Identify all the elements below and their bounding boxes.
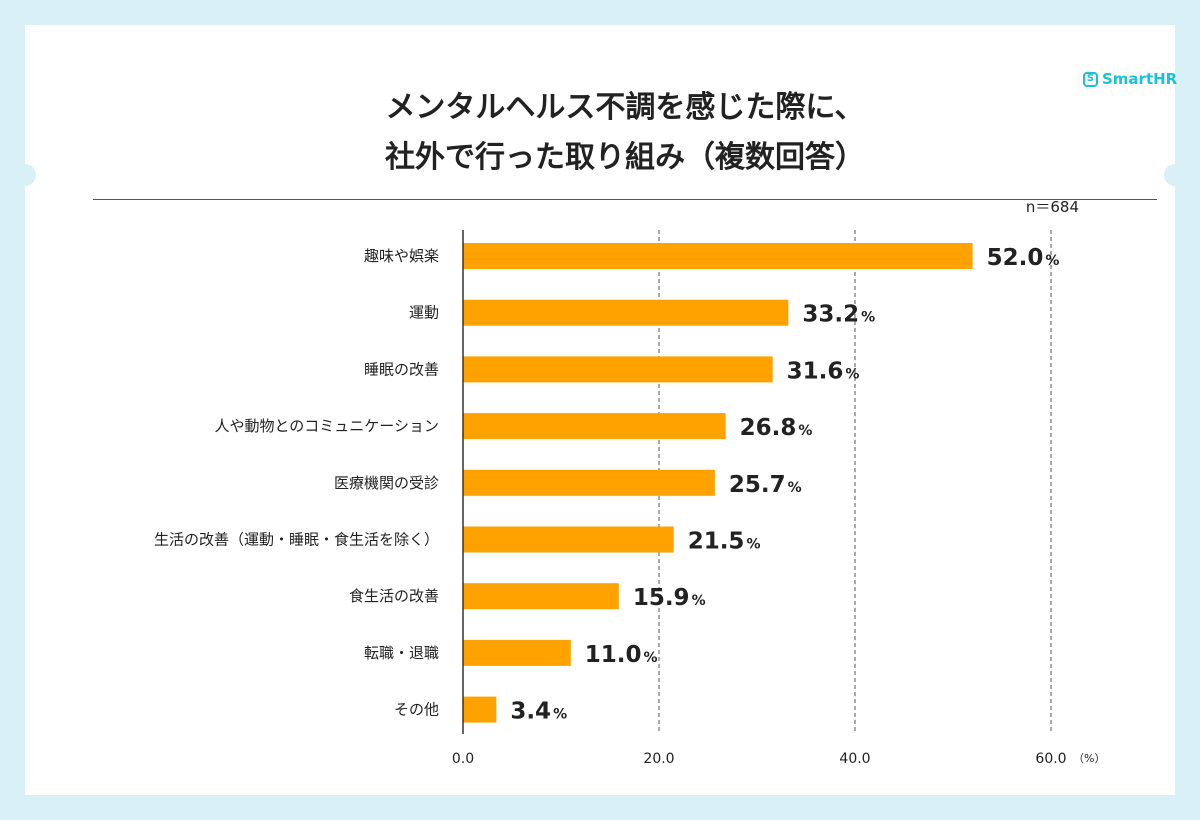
value-unit-2: % [861,310,875,326]
category-label-9: その他 [394,701,439,719]
value-label-5: 25.7% [729,472,802,498]
value-unit-1: % [1045,253,1059,269]
bar-3 [463,356,773,383]
category-label-1: 趣味や娯楽 [364,247,439,265]
tick-label-0: 0.0 [452,751,474,767]
value-label-7: 15.9% [633,585,706,611]
value-label-6: 21.5% [688,529,761,555]
axis-unit-label: （%） [1073,752,1105,765]
bar-6 [463,526,674,553]
smarthr-logo-icon: S [1083,71,1098,87]
value-unit-4: % [798,423,812,439]
card-notch-left [14,164,36,186]
value-unit-5: % [788,480,802,496]
bar-4 [463,413,726,440]
value-unit-7: % [692,593,706,609]
bar-9 [463,696,497,723]
value-label-8: 11.0% [585,642,658,668]
sample-size-label: n＝684 [1026,198,1079,216]
value-unit-9: % [553,707,567,723]
value-unit-3: % [845,366,859,382]
bar-2 [463,299,789,326]
bar-7 [463,583,619,610]
category-label-8: 転職・退職 [364,644,439,662]
chart-title-line-1: メンタルヘルス不調を感じた際に、 [385,90,865,125]
bar-1 [463,243,973,269]
value-unit-8: % [644,650,658,666]
value-label-1: 52.0% [987,245,1060,271]
chart-card: S SmartHR メンタルヘルス不調を感じた際に、 社外で行った取り組み（複数… [25,25,1177,795]
title-divider [93,199,1157,200]
bar-8 [463,639,571,666]
chart-title: メンタルヘルス不調を感じた際に、 社外で行った取り組み（複数回答） [125,83,1125,183]
bar-5 [463,469,715,496]
value-label-3: 31.6% [787,358,860,384]
value-label-9: 3.4% [510,699,567,725]
tick-label-40: 40.0 [839,751,870,767]
category-label-4: 人や動物とのコミュニケーション [214,417,439,435]
card-notch-right [1164,164,1186,186]
category-label-3: 睡眠の改善 [364,360,439,378]
chart-title-line-2: 社外で行った取り組み（複数回答） [385,140,865,175]
category-label-6: 生活の改善（運動・睡眠・食生活を除く） [154,531,439,549]
value-label-4: 26.8% [740,415,813,441]
value-label-2: 33.2% [802,302,875,328]
category-label-5: 医療機関の受診 [334,474,439,492]
value-unit-6: % [746,537,760,553]
tick-label-60: 60.0 [1035,751,1066,767]
category-label-7: 食生活の改善 [349,587,439,605]
brand-logo-text: SmartHR [1102,70,1178,88]
brand-logo: S SmartHR [1083,69,1177,89]
tick-label-20: 20.0 [643,751,674,767]
category-label-2: 運動 [409,304,439,322]
